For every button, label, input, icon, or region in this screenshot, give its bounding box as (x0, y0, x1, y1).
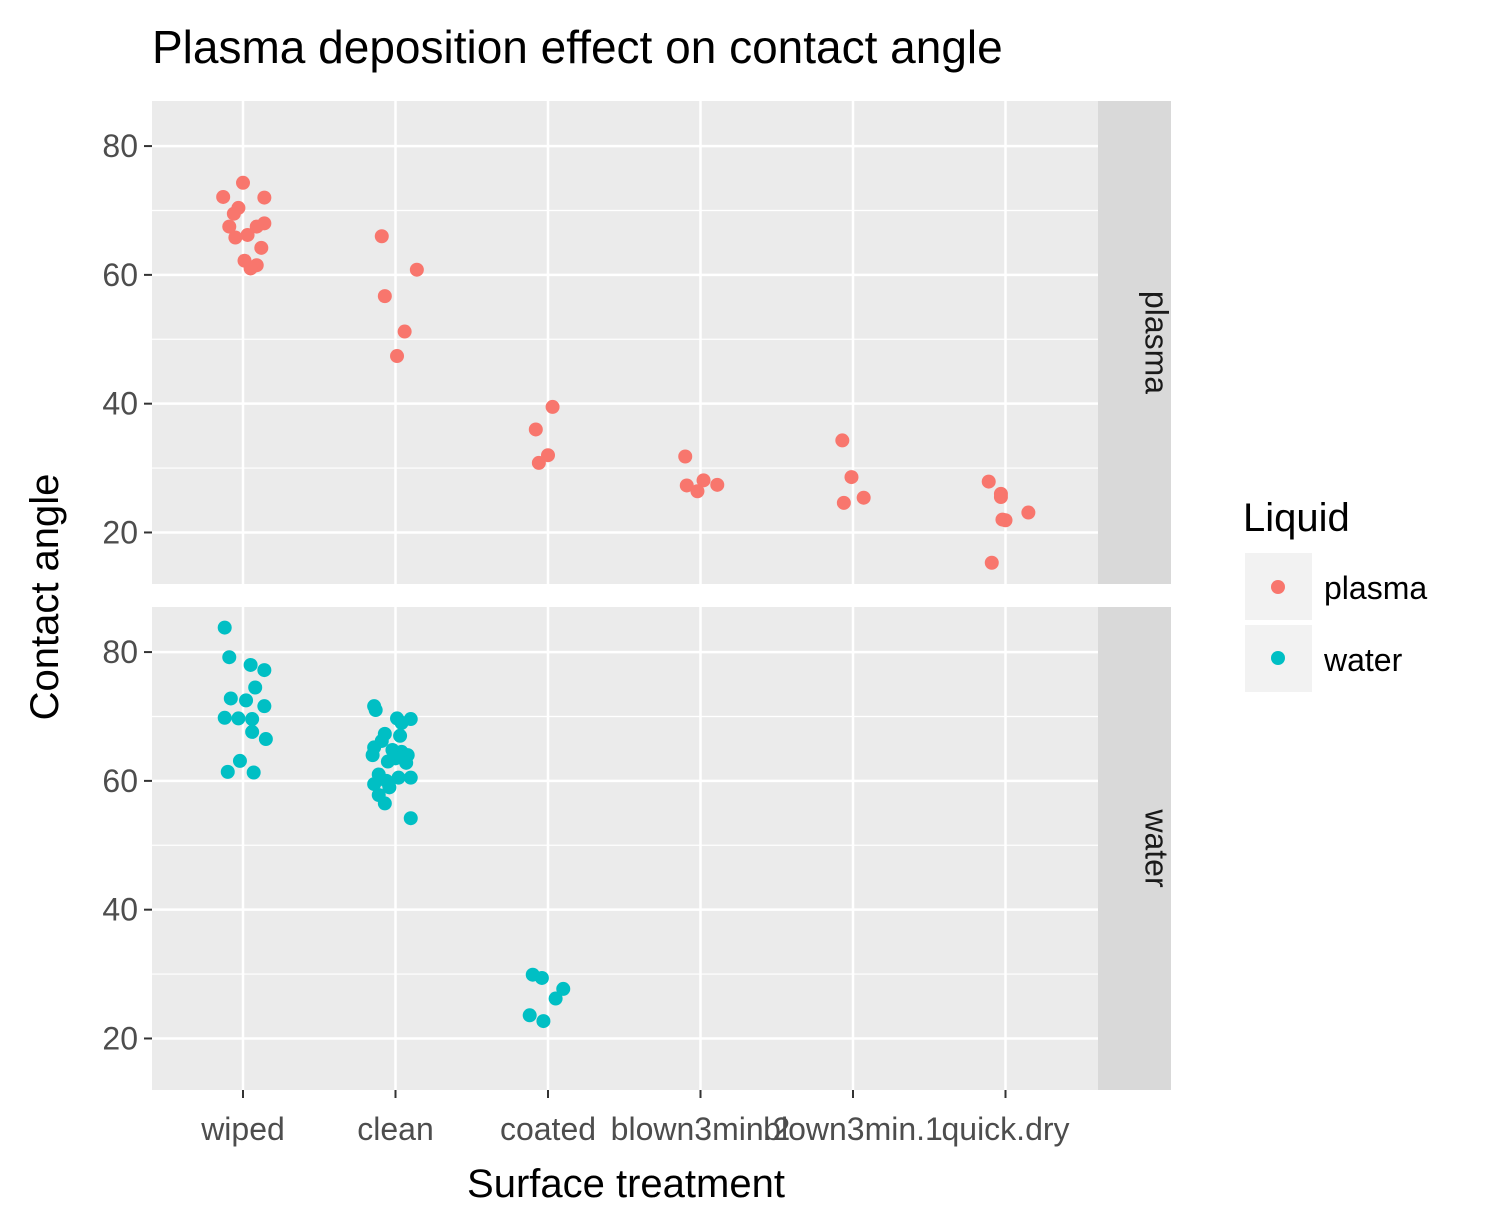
data-point-plasma (390, 349, 405, 364)
facet-strip-label: plasma (1139, 291, 1175, 394)
facet-panel-plasma: 20 40 60 80 plasma (102, 101, 1175, 584)
data-point-plasma (993, 490, 1008, 505)
data-point-water (534, 970, 549, 985)
data-point-plasma (531, 455, 546, 470)
legend-point-plasma (1271, 580, 1285, 594)
data-point-water (522, 1008, 537, 1023)
data-point-plasma (226, 206, 241, 221)
data-point-plasma (836, 495, 851, 510)
legend-point-water (1271, 651, 1285, 665)
legend: Liquid plasma water (1243, 496, 1427, 692)
data-point-water (393, 728, 408, 743)
data-point-plasma (690, 484, 705, 499)
y-tick-label: 60 (102, 763, 138, 799)
data-point-water (245, 724, 260, 739)
y-tick-label: 40 (102, 892, 138, 928)
data-point-water (248, 680, 263, 695)
data-point-plasma (545, 399, 560, 414)
x-tick-label: blown3min.1 (763, 1111, 943, 1147)
data-point-plasma (1021, 505, 1036, 520)
data-point-plasma (409, 262, 424, 277)
x-tick-label: coated (500, 1111, 596, 1147)
y-tick-label: 40 (102, 386, 138, 422)
data-point-plasma (216, 189, 231, 204)
data-point-plasma (528, 422, 543, 437)
data-point-plasma (835, 433, 850, 448)
legend-label-water: water (1323, 642, 1403, 678)
data-point-water (391, 770, 406, 785)
y-tick-label: 60 (102, 257, 138, 293)
data-point-water (257, 663, 272, 678)
facet-strip (1098, 607, 1171, 1090)
data-point-water (368, 703, 383, 718)
data-point-plasma (998, 513, 1013, 528)
data-point-plasma (249, 219, 264, 234)
data-point-plasma (236, 175, 250, 190)
data-point-water (394, 715, 409, 730)
y-tick-label: 20 (102, 514, 138, 550)
data-point-plasma (541, 448, 555, 463)
x-tick-label: blown3min.2 (611, 1111, 791, 1147)
data-point-plasma (254, 240, 269, 255)
data-point-plasma (696, 473, 711, 488)
data-point-plasma (710, 477, 725, 492)
data-point-water (257, 699, 272, 714)
x-axis-title: Surface treatment (467, 1162, 785, 1206)
data-point-water (556, 981, 571, 996)
data-point-water (245, 712, 260, 727)
data-point-plasma (397, 324, 412, 339)
data-point-water (246, 765, 261, 780)
data-point-plasma (377, 289, 392, 304)
data-point-plasma (678, 449, 693, 464)
data-point-water (220, 764, 235, 779)
data-point-plasma (984, 555, 999, 570)
data-point-water (367, 777, 382, 792)
x-tick-label: quick.dry (941, 1111, 1069, 1147)
data-point-water (243, 657, 258, 672)
data-point-water (536, 1014, 551, 1029)
y-tick-label: 80 (102, 128, 138, 164)
y-tick-label: 20 (102, 1020, 138, 1056)
data-point-water (377, 796, 392, 811)
data-point-plasma (257, 190, 272, 205)
data-point-water (403, 811, 418, 826)
y-axis-title: Contact angle (23, 474, 67, 721)
data-point-water (223, 691, 238, 706)
data-point-water (217, 620, 232, 635)
legend-label-plasma: plasma (1324, 570, 1427, 606)
data-point-plasma (981, 474, 996, 489)
data-point-water (380, 754, 395, 769)
chart-title: Plasma deposition effect on contact angl… (152, 21, 1003, 73)
data-point-water (365, 748, 380, 763)
data-point-plasma (679, 478, 694, 493)
data-point-water (232, 753, 247, 768)
panel-background (152, 101, 1098, 584)
data-point-water (382, 780, 397, 795)
data-point-plasma (243, 261, 258, 276)
x-tick-label: clean (357, 1111, 434, 1147)
facet-strip (1098, 101, 1171, 584)
data-point-plasma (374, 229, 389, 244)
data-point-plasma (222, 219, 237, 234)
data-point-plasma (240, 227, 255, 242)
x-tick-label: wiped (200, 1111, 285, 1147)
data-point-water (258, 732, 273, 747)
facet-strip-label: water (1139, 808, 1175, 888)
data-point-plasma (844, 470, 859, 485)
data-point-water (217, 710, 232, 725)
facet-panels: 20 40 60 80 plasma 20 40 60 80 water wiped clean coa… (102, 101, 1175, 1147)
data-point-water (231, 711, 246, 726)
data-point-water (548, 991, 563, 1006)
y-tick-label: 80 (102, 634, 138, 670)
data-point-water (403, 770, 418, 785)
data-point-water (399, 755, 414, 770)
data-point-plasma (228, 230, 243, 245)
facet-panel-water: 20 40 60 80 water (102, 607, 1175, 1090)
data-point-plasma (856, 490, 871, 505)
panel-background (152, 607, 1098, 1090)
data-point-water (222, 650, 237, 665)
data-point-water (239, 693, 254, 708)
legend-title: Liquid (1243, 496, 1350, 540)
